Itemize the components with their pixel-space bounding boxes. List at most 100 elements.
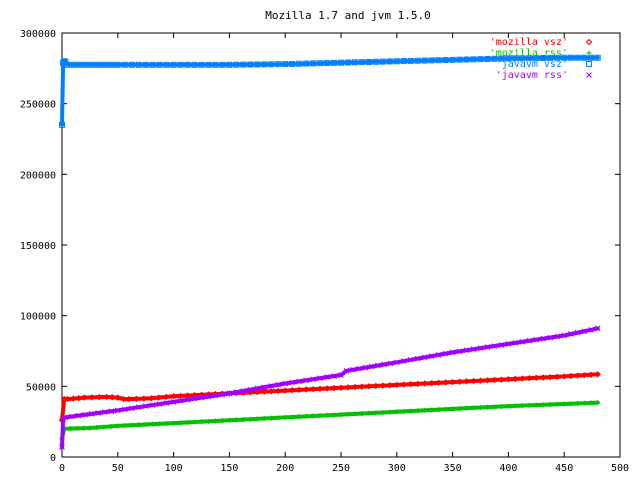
data-point — [442, 379, 449, 386]
data-point — [149, 61, 156, 68]
data-point — [505, 376, 512, 383]
data-point — [143, 421, 149, 427]
data-point — [62, 414, 69, 421]
data-point — [125, 395, 133, 403]
data-point — [484, 55, 491, 62]
data-point — [177, 397, 184, 404]
data-point — [512, 55, 519, 62]
data-point — [345, 411, 351, 417]
data-point — [526, 402, 532, 408]
data-point — [567, 372, 575, 380]
data-point — [64, 61, 71, 68]
x-tick-label: 450 — [555, 463, 573, 474]
data-point — [296, 414, 302, 420]
data-point — [142, 403, 149, 409]
data-point — [387, 360, 394, 367]
data-point — [114, 407, 121, 414]
data-point — [386, 58, 393, 65]
data-point — [254, 61, 261, 68]
data-point — [156, 401, 163, 407]
data-point — [484, 344, 491, 350]
data-point — [567, 54, 574, 61]
data-point — [588, 400, 594, 406]
data-point — [61, 58, 68, 65]
data-point — [338, 372, 344, 378]
x-tick-label: 50 — [112, 463, 124, 474]
data-point — [198, 394, 205, 401]
data-point — [191, 61, 198, 68]
data-point — [574, 372, 581, 379]
x-tick-label: 150 — [220, 463, 238, 474]
data-point — [435, 379, 442, 387]
data-point — [422, 407, 428, 413]
data-point — [344, 384, 352, 391]
data-point — [177, 392, 184, 400]
y-tick-label: 100000 — [20, 312, 56, 323]
data-point — [554, 401, 560, 407]
data-point — [568, 401, 574, 407]
y-tick-label: 50000 — [26, 382, 56, 393]
data-point — [358, 59, 365, 66]
data-point — [87, 425, 93, 431]
data-point — [142, 61, 149, 68]
data-point — [526, 337, 533, 344]
data-point — [588, 326, 594, 333]
data-point — [338, 59, 344, 66]
data-point — [456, 56, 463, 63]
data-point — [414, 380, 421, 388]
data-point — [561, 54, 568, 61]
y-tick-label: 300000 — [20, 29, 56, 40]
data-point — [184, 396, 191, 403]
x-tick-label: 250 — [332, 463, 350, 474]
data-point — [365, 58, 372, 65]
data-point — [421, 57, 428, 64]
data-point — [457, 406, 463, 412]
data-point — [240, 417, 246, 423]
data-point — [205, 61, 212, 68]
legend: 'mozilla vsz''mozilla rss''javavm vsz''j… — [490, 37, 593, 81]
data-point — [554, 333, 561, 340]
data-point — [268, 61, 275, 68]
data-point — [400, 58, 407, 65]
data-point — [428, 379, 435, 387]
data-point — [554, 373, 561, 381]
data-point — [324, 374, 330, 381]
data-point — [95, 393, 103, 401]
legend-marker — [586, 72, 592, 78]
data-point — [407, 356, 414, 363]
data-point — [171, 420, 177, 426]
data-point — [362, 364, 369, 371]
data-point — [240, 388, 247, 394]
data-point — [191, 395, 198, 402]
data-point — [533, 402, 539, 408]
series-3 — [59, 325, 601, 450]
data-point — [554, 54, 561, 61]
data-point — [205, 393, 212, 400]
data-point — [316, 385, 324, 393]
data-point — [519, 403, 525, 409]
data-point — [547, 54, 554, 61]
data-point — [323, 385, 331, 392]
data-point — [351, 59, 358, 66]
legend-marker — [585, 38, 593, 46]
data-point — [212, 392, 219, 399]
data-point — [148, 395, 155, 402]
data-point — [282, 380, 289, 387]
data-point — [170, 399, 177, 405]
data-point — [519, 338, 526, 345]
data-point — [81, 394, 88, 401]
data-point — [184, 61, 191, 68]
data-point — [268, 388, 275, 395]
data-point — [394, 409, 400, 415]
data-point — [343, 367, 350, 374]
data-point — [533, 55, 540, 62]
data-point — [443, 406, 449, 412]
data-point — [594, 371, 601, 378]
data-point — [219, 418, 225, 424]
data-point — [282, 61, 289, 68]
data-point — [379, 58, 386, 65]
data-point — [275, 381, 282, 388]
data-point — [310, 413, 316, 419]
data-point — [94, 424, 100, 430]
data-point — [560, 373, 568, 380]
